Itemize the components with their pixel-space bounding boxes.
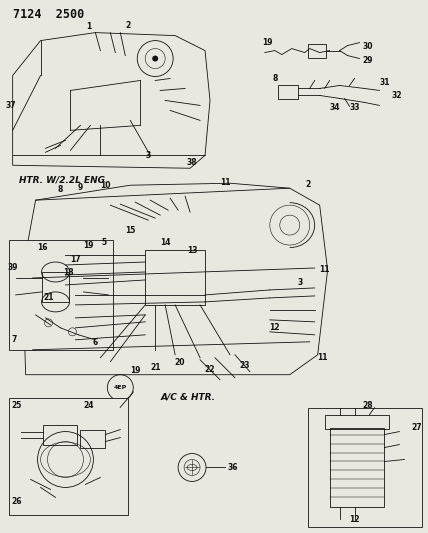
Text: 24: 24 bbox=[83, 401, 94, 410]
Text: HTR. W/2.2L ENG.: HTR. W/2.2L ENG. bbox=[19, 175, 108, 184]
Text: 38: 38 bbox=[187, 158, 197, 167]
Bar bbox=[42, 272, 69, 302]
Text: 3: 3 bbox=[297, 278, 302, 287]
Text: 2: 2 bbox=[126, 21, 131, 30]
Text: 34: 34 bbox=[330, 103, 340, 112]
Circle shape bbox=[152, 55, 158, 61]
Text: 19: 19 bbox=[130, 366, 140, 375]
Text: 19: 19 bbox=[83, 241, 94, 250]
Text: 12: 12 bbox=[349, 515, 360, 524]
Text: 19: 19 bbox=[262, 38, 273, 46]
Bar bbox=[330, 427, 384, 507]
Text: 14: 14 bbox=[160, 238, 170, 247]
Text: 7: 7 bbox=[12, 335, 18, 344]
Text: 8: 8 bbox=[272, 75, 277, 84]
Text: 12: 12 bbox=[270, 323, 280, 332]
Text: 21: 21 bbox=[43, 293, 54, 302]
Text: 5: 5 bbox=[102, 238, 107, 247]
Text: 25: 25 bbox=[12, 401, 22, 410]
Bar bbox=[325, 415, 389, 429]
Text: 3: 3 bbox=[146, 151, 151, 160]
Text: 11: 11 bbox=[318, 353, 328, 362]
Bar bbox=[308, 44, 326, 58]
Bar bbox=[42, 425, 77, 445]
Text: 32: 32 bbox=[391, 92, 401, 100]
Bar bbox=[145, 250, 205, 305]
Text: 29: 29 bbox=[362, 55, 373, 64]
Text: 10: 10 bbox=[100, 181, 110, 190]
Text: 18: 18 bbox=[63, 268, 74, 277]
Text: 9: 9 bbox=[78, 183, 83, 192]
Text: 28: 28 bbox=[362, 401, 373, 410]
Text: 27: 27 bbox=[411, 423, 422, 432]
Text: 21: 21 bbox=[150, 363, 160, 372]
Bar bbox=[80, 430, 105, 448]
Text: 22: 22 bbox=[205, 365, 215, 374]
Text: 7124  2500: 7124 2500 bbox=[13, 8, 84, 21]
Text: 4EP: 4EP bbox=[114, 385, 127, 390]
Text: 8: 8 bbox=[58, 185, 63, 194]
Text: 11: 11 bbox=[220, 178, 230, 187]
Bar bbox=[278, 85, 298, 100]
Text: 13: 13 bbox=[187, 246, 197, 255]
Text: 6: 6 bbox=[93, 338, 98, 347]
Bar bbox=[9, 398, 128, 515]
Text: 11: 11 bbox=[319, 265, 330, 274]
Text: 20: 20 bbox=[175, 358, 185, 367]
Text: 33: 33 bbox=[349, 103, 360, 112]
Text: 36: 36 bbox=[228, 463, 238, 472]
Text: 39: 39 bbox=[7, 263, 18, 272]
Bar bbox=[308, 408, 422, 527]
Text: 37: 37 bbox=[5, 101, 16, 110]
Text: 30: 30 bbox=[362, 42, 373, 51]
Text: 1: 1 bbox=[86, 22, 91, 30]
Text: 31: 31 bbox=[379, 78, 390, 87]
Text: 2: 2 bbox=[305, 180, 310, 189]
Text: A/C & HTR.: A/C & HTR. bbox=[160, 393, 216, 402]
Text: 16: 16 bbox=[37, 243, 48, 252]
Text: 23: 23 bbox=[240, 361, 250, 370]
Text: 26: 26 bbox=[12, 497, 22, 506]
Text: 15: 15 bbox=[125, 226, 135, 235]
Text: 17: 17 bbox=[70, 255, 81, 264]
Bar bbox=[9, 240, 113, 350]
